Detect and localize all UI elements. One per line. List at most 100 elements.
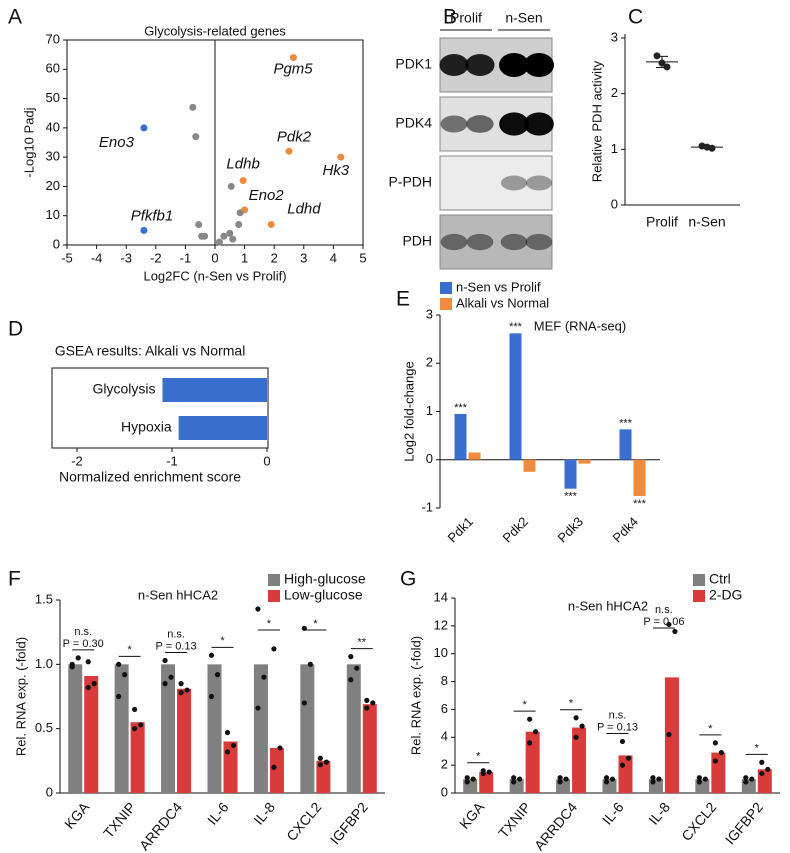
point [236,209,244,217]
point [609,776,616,782]
significance-label: * [128,644,133,656]
x-tick-label: ARRDC4 [136,799,185,853]
point [162,681,168,687]
point [75,655,81,661]
point [195,221,203,228]
panel-letter: B [443,6,457,29]
point [116,693,122,700]
point [527,740,533,746]
x-tick-label: IGFBP2 [722,799,766,848]
point [650,779,656,785]
bar [68,664,83,793]
point [672,628,678,635]
x-tick-label: 2 [271,250,278,265]
legend-swatch [268,574,280,586]
bar [664,677,679,793]
p-value-label: P = 0.06 [643,616,684,628]
point [527,716,533,722]
point [85,659,91,665]
bar [509,333,522,460]
row-label: PDK1 [395,56,432,72]
bar [177,688,192,793]
plot-frame [51,367,269,449]
point [511,779,517,785]
point-label: Ldhb [226,156,259,173]
point [224,749,231,755]
y-axis-label: -Log10 Padj [21,107,36,177]
bar [572,727,587,793]
panel-letter: F [8,568,21,591]
point [235,221,243,228]
point [214,672,221,678]
x-tick-label: CXCL2 [678,799,719,844]
panel-letter: E [396,288,410,311]
point [563,776,569,782]
point [663,63,671,71]
legend-swatch [693,590,705,602]
point [603,775,610,781]
significance-label: *** [564,491,578,503]
point [718,750,724,756]
point [619,738,626,745]
blot-band [525,233,553,251]
panel-letter: D [8,318,23,341]
bar [162,378,267,402]
x-tick-label: -1 [180,250,192,265]
chart-title: Glycolysis-related genes [144,23,286,38]
point [470,776,476,782]
y-tick-label: 70 [46,31,60,46]
point [162,657,168,664]
legend-swatch [693,574,705,586]
bar [578,459,591,464]
blot-band [499,53,529,77]
point [307,661,313,667]
y-tick-label: 10 [434,645,448,660]
bar [479,772,494,793]
blot-band [465,54,495,76]
bar [300,664,315,793]
point [557,779,563,785]
x-tick-label: TXNIP [495,799,534,841]
point [625,755,632,761]
point [712,758,718,764]
point [255,606,261,612]
x-tick-label: -3 [120,250,132,265]
row-label: P-PDH [388,174,432,190]
legend-swatch [440,298,452,310]
point-label: Pfkfb1 [131,207,174,224]
point-label: Eno3 [99,134,135,151]
point [666,621,672,628]
y-tick-label: 8 [441,673,448,688]
bar [316,760,331,793]
x-tick-label: n-Sen [688,214,725,230]
y-tick-label: 50 [46,90,60,105]
point [69,664,75,670]
y-tick-label: 1 [426,403,433,418]
x-tick-label: Pdk2 [499,514,531,546]
significance-label: n.s. [609,709,627,721]
point [702,776,708,782]
x-tick-label: -2 [150,250,162,265]
point [239,177,247,185]
x-tick-label: -5 [61,250,73,265]
point [230,742,237,748]
point [708,144,716,152]
y-tick-label: 20 [46,178,60,193]
significance-label: n.s. [655,604,673,616]
chart-title: n-Sen hHCA2 [138,587,218,602]
x-tick-label: 5 [359,250,366,265]
blot-band [440,115,468,133]
point [140,124,148,132]
x-tick-label: KGA [61,799,93,832]
point [354,665,360,671]
bar [223,741,238,793]
y-tick-label: 10 [46,207,60,222]
x-tick-label: -1 [166,453,178,468]
x-tick-label: IL-8 [645,799,673,828]
y-tick-label: 1 [611,141,618,156]
point [653,52,661,60]
point-label: Eno2 [249,187,285,204]
point [208,693,215,700]
point [122,672,128,678]
point [271,764,277,770]
